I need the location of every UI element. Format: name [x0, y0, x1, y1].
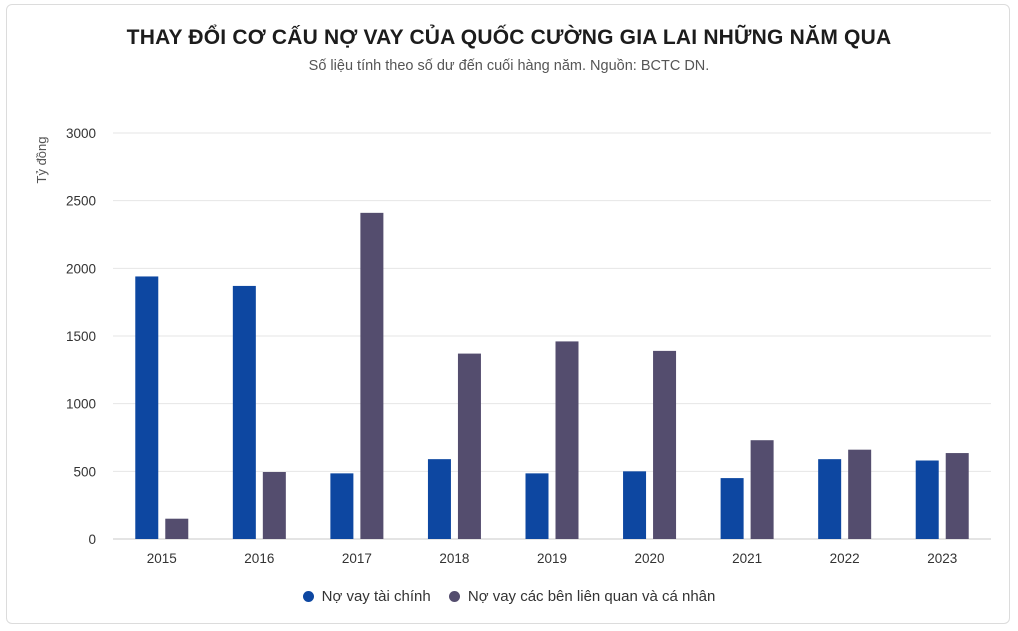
- legend-item-related-parties[interactable]: Nợ vay các bên liên quan và cá nhân: [448, 588, 716, 605]
- x-tick-label: 2021: [732, 551, 762, 566]
- x-tick-label: 2018: [439, 551, 469, 566]
- y-tick-label: 2000: [66, 261, 96, 276]
- bar-financial-2016[interactable]: [232, 285, 256, 539]
- legend-label-related-parties: Nợ vay các bên liên quan và cá nhân: [467, 588, 716, 605]
- y-axis-label: Tỷ đồng: [34, 137, 49, 184]
- chart-subtitle: Số liệu tính theo số dư đến cuối hàng nă…: [308, 58, 710, 74]
- legend-marker-related-parties: [448, 591, 460, 602]
- y-axis-ticks: 0 500 1000 1500 2000 2500 3000: [66, 126, 96, 547]
- bar-financial-2019[interactable]: [525, 473, 549, 539]
- legend-label-financial: Nợ vay tài chính: [321, 588, 431, 605]
- x-tick-label: 2019: [537, 551, 567, 566]
- y-tick-label: 500: [73, 464, 96, 479]
- bars: [135, 212, 969, 539]
- x-tick-label: 2015: [147, 551, 177, 566]
- y-tick-label: 3000: [66, 126, 96, 141]
- bar-related-parties-2023[interactable]: [945, 453, 969, 539]
- x-tick-label: 2020: [635, 551, 665, 566]
- bar-related-parties-2022[interactable]: [848, 449, 872, 539]
- y-tick-label: 1500: [66, 329, 96, 344]
- bar-financial-2018[interactable]: [427, 459, 451, 539]
- bar-financial-2015[interactable]: [135, 276, 159, 539]
- bar-related-parties-2020[interactable]: [653, 350, 677, 539]
- bar-related-parties-2016[interactable]: [262, 472, 286, 539]
- y-tick-label: 0: [88, 532, 96, 547]
- bar-related-parties-2019[interactable]: [555, 341, 579, 539]
- bar-financial-2020[interactable]: [623, 471, 647, 539]
- bar-related-parties-2018[interactable]: [457, 353, 481, 539]
- y-tick-label: 1000: [66, 397, 96, 412]
- grid-lines: [113, 132, 991, 540]
- y-tick-label: 2500: [66, 194, 96, 209]
- bar-financial-2022[interactable]: [818, 459, 842, 539]
- chart-title: THAY ĐỔI CƠ CẤU NỢ VAY CỦA QUỐC CƯỜNG GI…: [126, 26, 892, 49]
- x-axis-ticks: 2015 2016 2017 2018 2019 2020 2021 2022 2023: [147, 551, 957, 566]
- x-tick-label: 2023: [927, 551, 957, 566]
- legend-item-financial[interactable]: Nợ vay tài chính: [302, 588, 431, 605]
- legend: Nợ vay tài chính Nợ vay các bên liên qua…: [0, 588, 1018, 606]
- x-tick-label: 2022: [830, 551, 860, 566]
- bar-financial-2017[interactable]: [330, 473, 354, 539]
- bar-related-parties-2015[interactable]: [165, 518, 189, 539]
- legend-marker-financial: [302, 591, 314, 602]
- x-tick-label: 2017: [342, 551, 372, 566]
- bar-financial-2021[interactable]: [720, 478, 744, 539]
- bar-financial-2023[interactable]: [915, 460, 939, 539]
- x-tick-label: 2016: [244, 551, 274, 566]
- bar-related-parties-2017[interactable]: [360, 212, 384, 539]
- bar-related-parties-2021[interactable]: [750, 440, 774, 539]
